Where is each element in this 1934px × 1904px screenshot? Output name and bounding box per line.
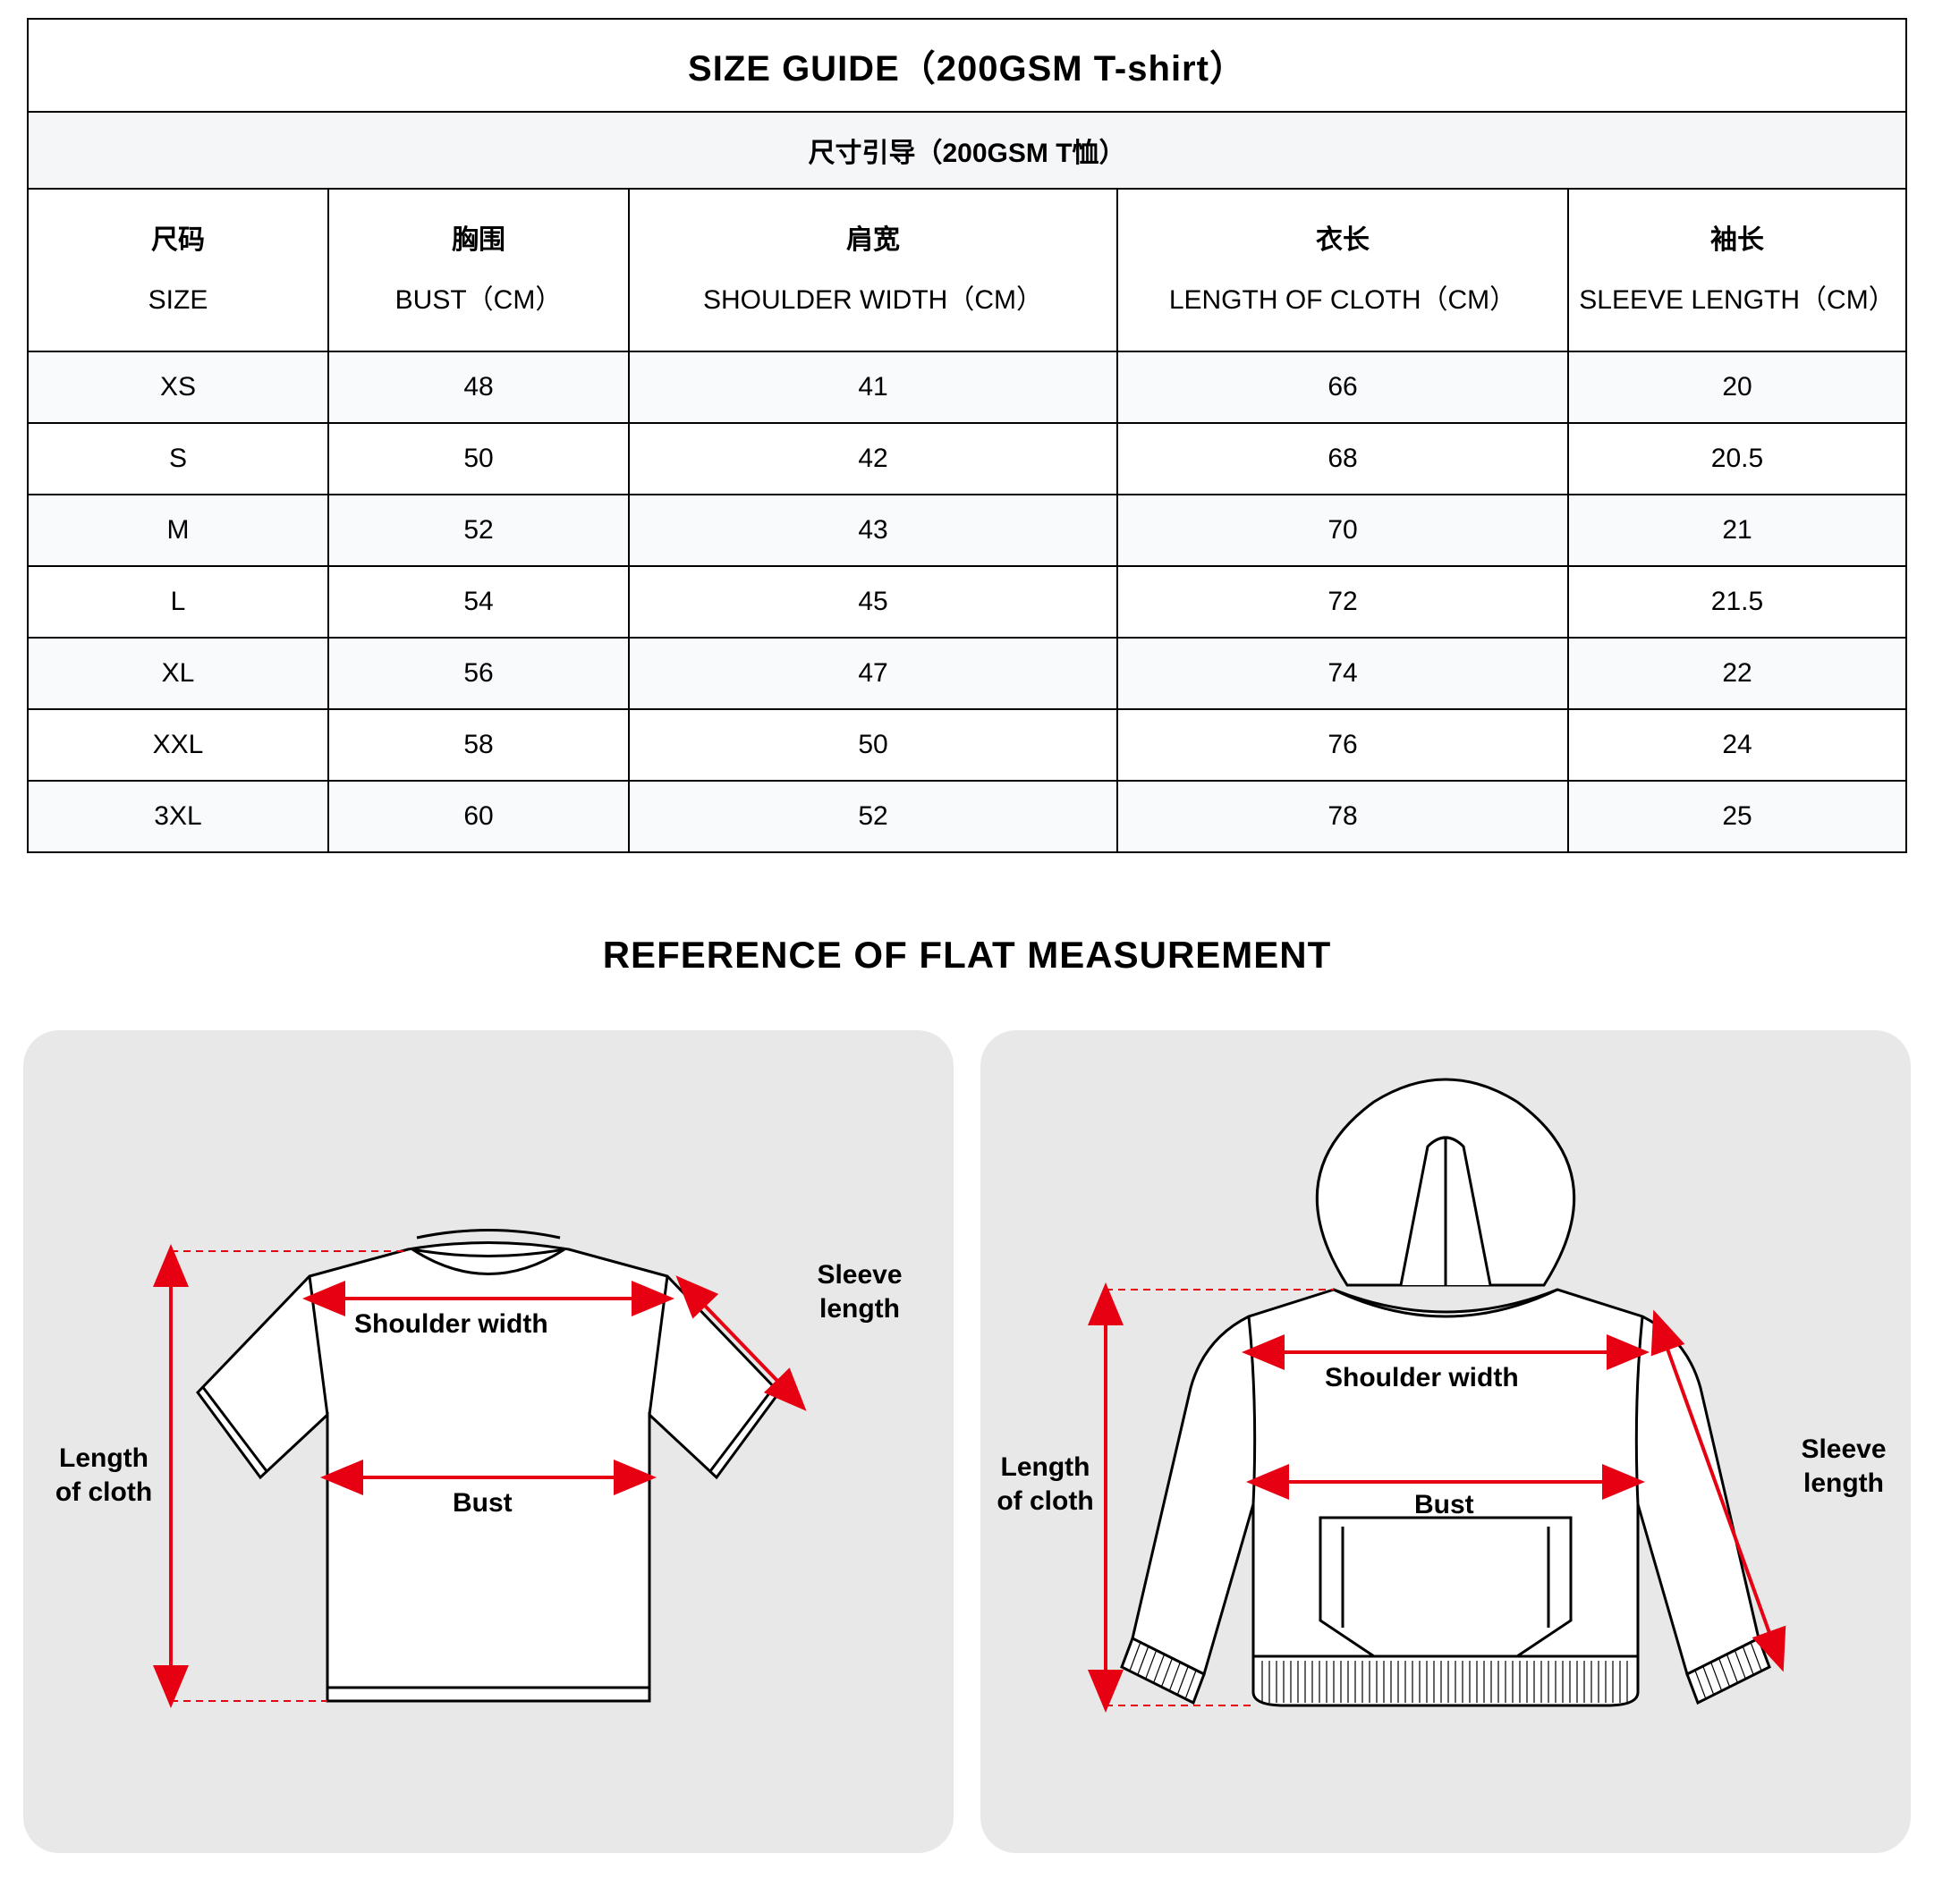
table-cell: 3XL [28,781,328,852]
table-cell: L [28,566,328,638]
label-sleeve: Sleevelength [802,1258,918,1325]
table-subtitle: 尺寸引导（200GSM T恤） [28,112,1906,189]
table-cell: XXL [28,709,328,781]
label-length: Lengthof cloth [989,1451,1101,1518]
table-cell: 50 [629,709,1117,781]
size-guide-table: SIZE GUIDE（200GSM T-shirt） 尺寸引导（200GSM T… [27,18,1907,853]
column-header: 袖长SLEEVE LENGTH（CM） [1568,189,1906,351]
label-bust: Bust [453,1486,513,1520]
table-cell: 41 [629,351,1117,423]
table-cell: 42 [629,423,1117,495]
table-cell: 22 [1568,638,1906,709]
reference-panels: Lengthof cloth Shoulder width Bust Sleev… [27,1030,1907,1853]
table-cell: 72 [1117,566,1568,638]
table-cell: XL [28,638,328,709]
tshirt-diagram [23,1030,954,1853]
table-cell: 48 [328,351,629,423]
table-cell: 54 [328,566,629,638]
table-row: XL56477422 [28,638,1906,709]
table-cell: 52 [629,781,1117,852]
table-row: L54457221.5 [28,566,1906,638]
table-cell: XS [28,351,328,423]
table-cell: 56 [328,638,629,709]
label-bust: Bust [1414,1488,1474,1522]
table-title-row: SIZE GUIDE（200GSM T-shirt） [28,19,1906,112]
reference-title: REFERENCE OF FLAT MEASUREMENT [27,934,1907,977]
table-cell: 45 [629,566,1117,638]
table-title: SIZE GUIDE（200GSM T-shirt） [28,19,1906,112]
label-sleeve: Sleevelength [1786,1433,1902,1500]
table-cell: 50 [328,423,629,495]
table-row: XXL58507624 [28,709,1906,781]
table-cell: 20.5 [1568,423,1906,495]
table-cell: 21 [1568,495,1906,566]
label-shoulder: Shoulder width [1325,1361,1519,1395]
table-cell: 52 [328,495,629,566]
table-cell: 78 [1117,781,1568,852]
column-header: 肩宽SHOULDER WIDTH（CM） [629,189,1117,351]
table-cell: 47 [629,638,1117,709]
hoodie-diagram [980,1030,1911,1853]
hoodie-panel: Lengthof cloth Shoulder width Bust Sleev… [980,1030,1911,1853]
table-row: S50426820.5 [28,423,1906,495]
table-cell: 21.5 [1568,566,1906,638]
table-header-row: 尺码SIZE胸围BUST（CM）肩宽SHOULDER WIDTH（CM）衣长LE… [28,189,1906,351]
column-header: 尺码SIZE [28,189,328,351]
table-cell: M [28,495,328,566]
table-cell: 66 [1117,351,1568,423]
table-row: M52437021 [28,495,1906,566]
table-cell: S [28,423,328,495]
table-cell: 58 [328,709,629,781]
table-cell: 20 [1568,351,1906,423]
table-subtitle-row: 尺寸引导（200GSM T恤） [28,112,1906,189]
table-cell: 60 [328,781,629,852]
table-cell: 68 [1117,423,1568,495]
tshirt-panel: Lengthof cloth Shoulder width Bust Sleev… [23,1030,954,1853]
table-cell: 24 [1568,709,1906,781]
table-cell: 70 [1117,495,1568,566]
column-header: 胸围BUST（CM） [328,189,629,351]
column-header: 衣长LENGTH OF CLOTH（CM） [1117,189,1568,351]
table-row: XS48416620 [28,351,1906,423]
table-cell: 74 [1117,638,1568,709]
label-length: Lengthof cloth [46,1442,162,1509]
label-shoulder: Shoulder width [354,1307,548,1341]
table-cell: 25 [1568,781,1906,852]
table-cell: 43 [629,495,1117,566]
table-row: 3XL60527825 [28,781,1906,852]
table-cell: 76 [1117,709,1568,781]
